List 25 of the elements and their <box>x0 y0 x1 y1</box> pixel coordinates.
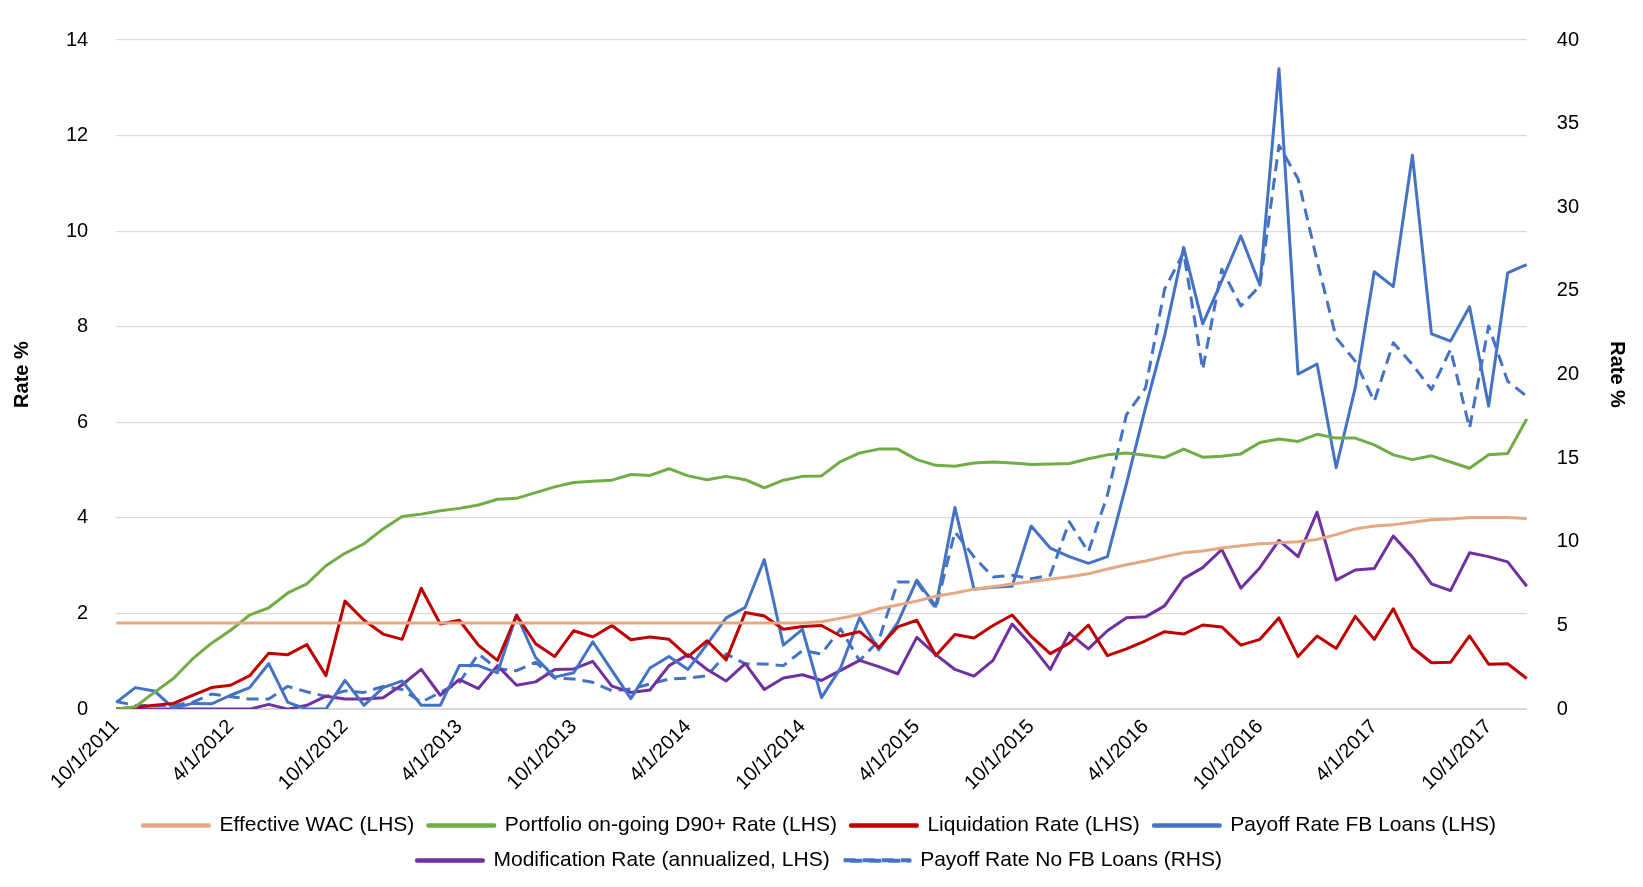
y-axis-title: Rate % <box>9 341 32 408</box>
y-tick-label: 6 <box>77 409 89 432</box>
legend-label: Effective WAC (LHS) <box>219 812 415 836</box>
legend-label: Payoff Rate FB Loans (LHS) <box>1230 812 1497 836</box>
y-tick-label: 0 <box>77 696 89 719</box>
y2-tick-label: 35 <box>1556 111 1579 134</box>
y2-tick-label: 15 <box>1556 445 1579 468</box>
y2-tick-label: 10 <box>1556 529 1579 552</box>
y2-tick-label: 5 <box>1556 612 1568 635</box>
y-tick-label: 8 <box>77 314 89 337</box>
legend-label: Portfolio on-going D90+ Rate (LHS) <box>504 812 837 836</box>
y-tick-label: 12 <box>66 123 89 146</box>
legend-label: Payoff Rate No FB Loans (RHS) <box>920 847 1223 871</box>
y-tick-label: 2 <box>77 601 89 624</box>
y-tick-label: 14 <box>66 27 89 50</box>
y-tick-label: 4 <box>77 505 89 528</box>
legend-label: Modification Rate (annualized, LHS) <box>493 847 830 871</box>
y2-tick-label: 0 <box>1556 696 1568 719</box>
y2-tick-label: 20 <box>1556 362 1579 385</box>
y2-tick-label: 40 <box>1556 27 1579 50</box>
y2-tick-label: 25 <box>1556 278 1579 301</box>
y-tick-label: 10 <box>66 218 89 241</box>
legend-label: Liquidation Rate (LHS) <box>927 812 1140 836</box>
y2-axis-title: Rate % <box>1607 341 1630 409</box>
y2-tick-label: 30 <box>1556 194 1579 217</box>
